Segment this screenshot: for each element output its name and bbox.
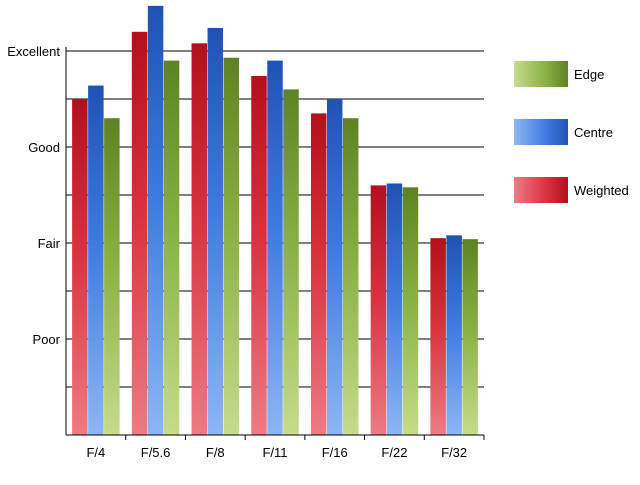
bar-edge-f-22 — [402, 187, 419, 435]
x-axis-tick-labels: F/4 F/5.6 F/8 F/11 F/16 F/22 F/32 — [86, 445, 467, 460]
legend: Edge Centre Weighted — [514, 61, 629, 203]
bar-centre-f-8 — [207, 27, 224, 436]
y-tick-label-poor: Poor — [33, 332, 61, 347]
x-tick-label-f-5-6: F/5.6 — [141, 445, 171, 460]
bar-weighted-f-4 — [72, 99, 88, 435]
bar-centre-f-16 — [326, 99, 343, 435]
bar-centre-f-4 — [88, 85, 104, 435]
legend-swatch-centre — [514, 119, 568, 145]
bar-centre-f-11 — [267, 60, 283, 435]
bar-weighted-f-32 — [430, 238, 446, 435]
bar-edge-f-8 — [223, 57, 240, 435]
bar-weighted-f-11 — [251, 75, 267, 436]
bar-weighted-f-22 — [370, 185, 387, 435]
y-tick-label-excellent: Excellent — [7, 44, 60, 59]
legend-swatch-edge — [514, 61, 568, 87]
bar-weighted-f-16 — [310, 113, 327, 436]
bars — [72, 5, 478, 436]
x-tick-label-f-8: F/8 — [206, 445, 225, 460]
legend-label-centre: Centre — [574, 125, 613, 140]
bar-weighted-f-5-6 — [131, 31, 148, 436]
bar-edge-f-32 — [462, 239, 478, 435]
axes — [65, 47, 485, 440]
x-tick-label-f-11: F/11 — [262, 445, 287, 460]
legend-label-weighted: Weighted — [574, 183, 629, 198]
legend-swatch-weighted — [514, 177, 568, 203]
bar-centre-f-32 — [446, 235, 462, 435]
x-tick-label-f-16: F/16 — [322, 445, 348, 460]
x-tick-label-f-32: F/32 — [441, 445, 467, 460]
y-tick-label-good: Good — [28, 140, 60, 155]
x-tick-label-f-4: F/4 — [86, 445, 105, 460]
x-tick-label-f-22: F/22 — [381, 445, 407, 460]
bar-edge-f-5-6 — [163, 60, 180, 435]
y-tick-label-fair: Fair — [38, 236, 61, 251]
bar-weighted-f-8 — [191, 43, 208, 435]
legend-label-edge: Edge — [574, 67, 604, 82]
bar-edge-f-4 — [104, 118, 120, 435]
bar-edge-f-16 — [342, 118, 359, 435]
bar-centre-f-22 — [386, 183, 403, 435]
y-axis-tick-labels: Poor Fair Good Excellent — [7, 44, 60, 347]
bar-edge-f-11 — [283, 89, 299, 436]
bar-centre-f-5-6 — [147, 5, 164, 435]
